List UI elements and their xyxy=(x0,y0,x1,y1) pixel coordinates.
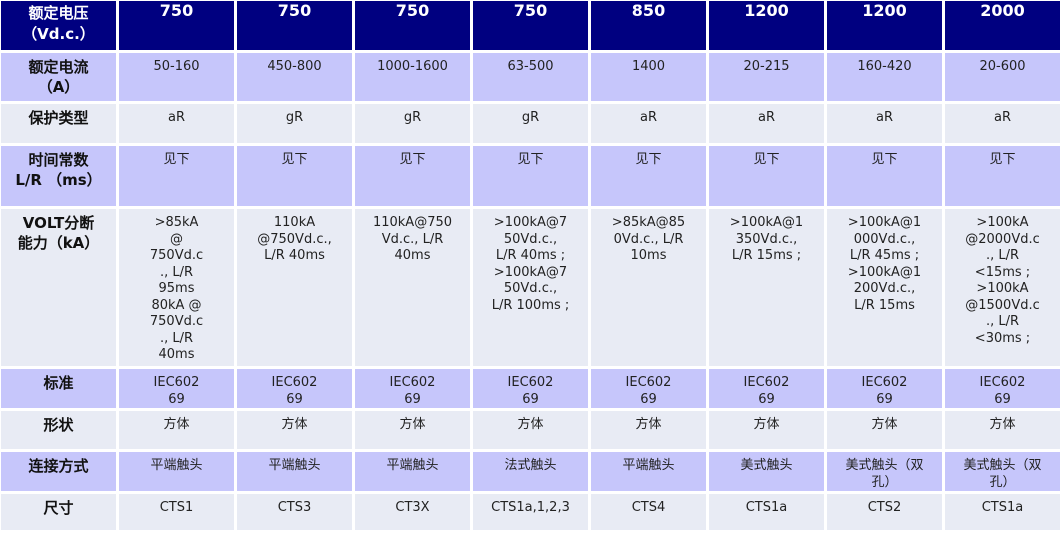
table-cell: >100kA@1 000Vd.c., L/R 45ms ; >100kA@1 2… xyxy=(827,209,942,366)
table-cell: aR xyxy=(709,104,824,143)
table-cell: IEC602 69 xyxy=(945,369,1060,408)
table-cell: CT3X xyxy=(355,494,470,530)
table-cell: 160-420 xyxy=(827,53,942,101)
table-cell: 方体 xyxy=(827,411,942,449)
table-cell: 平端触头 xyxy=(355,452,470,491)
table-cell: aR xyxy=(945,104,1060,143)
table-cell: 美式触头（双 孔） xyxy=(945,452,1060,491)
table-cell: 平端触头 xyxy=(119,452,234,491)
table-cell: CTS1a xyxy=(945,494,1060,530)
table-cell: 750 xyxy=(473,1,588,50)
table-cell: CTS4 xyxy=(591,494,706,530)
table-cell: 见下 xyxy=(119,146,234,206)
table-cell: 方体 xyxy=(945,411,1060,449)
table-cell: 450-800 xyxy=(237,53,352,101)
table-cell: 2000 xyxy=(945,1,1060,50)
table-cell: 平端触头 xyxy=(591,452,706,491)
table-cell: >100kA @2000Vd.c ., L/R <15ms ; >100kA @… xyxy=(945,209,1060,366)
table-row: 额定电流 （A） 50-160 450-800 1000-1600 63-500 1400… xyxy=(1,53,1060,101)
table-cell: 方体 xyxy=(119,411,234,449)
table-cell: CTS1a,1,2,3 xyxy=(473,494,588,530)
table-cell: 美式触头 xyxy=(709,452,824,491)
table-cell: 见下 xyxy=(827,146,942,206)
table-cell: 方体 xyxy=(709,411,824,449)
row-label: VOLT分断 能力（kA） xyxy=(1,209,116,366)
table-cell: 方体 xyxy=(237,411,352,449)
table-cell: CTS1 xyxy=(119,494,234,530)
table-cell: aR xyxy=(827,104,942,143)
table-cell: 20-215 xyxy=(709,53,824,101)
row-label: 时间常数 L/R （ms） xyxy=(1,146,116,206)
table-cell: 方体 xyxy=(591,411,706,449)
table-cell: aR xyxy=(591,104,706,143)
table-cell: 63-500 xyxy=(473,53,588,101)
table-row: 标准 IEC602 69 IEC602 69 IEC602 69 IEC602 69 IE… xyxy=(1,369,1060,408)
table-cell: 见下 xyxy=(591,146,706,206)
table-cell: 见下 xyxy=(473,146,588,206)
table-cell: 110kA @750Vd.c., L/R 40ms xyxy=(237,209,352,366)
table-cell: >85kA@85 0Vd.c., L/R 10ms xyxy=(591,209,706,366)
row-label: 连接方式 xyxy=(1,452,116,491)
table-cell: >85kA @ 750Vd.c ., L/R 95ms 80kA @ 750Vd… xyxy=(119,209,234,366)
row-label: 额定电流 （A） xyxy=(1,53,116,101)
table-cell: 110kA@750 Vd.c., L/R 40ms xyxy=(355,209,470,366)
table-cell: >100kA@7 50Vd.c., L/R 40ms ; >100kA@7 50… xyxy=(473,209,588,366)
table-row: 形状 方体 方体 方体 方体 方体 方体 方体 方体 xyxy=(1,411,1060,449)
table-cell: aR xyxy=(119,104,234,143)
table-cell: 750 xyxy=(119,1,234,50)
table-cell: 见下 xyxy=(945,146,1060,206)
table-cell: 法式触头 xyxy=(473,452,588,491)
table-cell: 1000-1600 xyxy=(355,53,470,101)
table-cell: IEC602 69 xyxy=(827,369,942,408)
header-row: 额定电压 （Vd.c.） 750 750 750 750 850 1200 1200 2000 xyxy=(1,1,1060,50)
table-cell: IEC602 69 xyxy=(591,369,706,408)
table-row: 保护类型 aR gR gR gR aR aR aR aR xyxy=(1,104,1060,143)
table-cell: 750 xyxy=(355,1,470,50)
table-cell: 850 xyxy=(591,1,706,50)
table-cell: 美式触头（双 孔） xyxy=(827,452,942,491)
table-cell: 见下 xyxy=(237,146,352,206)
table-cell: IEC602 69 xyxy=(119,369,234,408)
table-cell: 见下 xyxy=(709,146,824,206)
table-row: 连接方式 平端触头 平端触头 平端触头 法式触头 平端触头 美式触头 美式触头（双 孔） 美式触… xyxy=(1,452,1060,491)
table-cell: 1400 xyxy=(591,53,706,101)
table-cell: gR xyxy=(355,104,470,143)
table-cell: 方体 xyxy=(473,411,588,449)
table-cell: IEC602 69 xyxy=(709,369,824,408)
table-row: 时间常数 L/R （ms） 见下 见下 见下 见下 见下 见下 见下 见下 xyxy=(1,146,1060,206)
row-label: 保护类型 xyxy=(1,104,116,143)
table-cell: CTS2 xyxy=(827,494,942,530)
table-row: 尺寸 CTS1 CTS3 CT3X CTS1a,1,2,3 CTS4 CTS1a CTS2 CT… xyxy=(1,494,1060,530)
table-cell: 750 xyxy=(237,1,352,50)
table-row: VOLT分断 能力（kA） >85kA @ 750Vd.c ., L/R 95ms… xyxy=(1,209,1060,366)
row-label: 标准 xyxy=(1,369,116,408)
table-cell: IEC602 69 xyxy=(473,369,588,408)
table-cell: 20-600 xyxy=(945,53,1060,101)
table-cell: 1200 xyxy=(709,1,824,50)
row-label: 额定电压 （Vd.c.） xyxy=(1,1,116,50)
table-cell: 方体 xyxy=(355,411,470,449)
table-cell: 平端触头 xyxy=(237,452,352,491)
table-cell: IEC602 69 xyxy=(237,369,352,408)
table-cell: gR xyxy=(237,104,352,143)
row-label: 形状 xyxy=(1,411,116,449)
table-cell: CTS3 xyxy=(237,494,352,530)
table-cell: 1200 xyxy=(827,1,942,50)
row-label: 尺寸 xyxy=(1,494,116,530)
table-cell: IEC602 69 xyxy=(355,369,470,408)
table-cell: gR xyxy=(473,104,588,143)
table-cell: CTS1a xyxy=(709,494,824,530)
table-cell: >100kA@1 350Vd.c., L/R 15ms ; xyxy=(709,209,824,366)
table-cell: 50-160 xyxy=(119,53,234,101)
table-cell: 见下 xyxy=(355,146,470,206)
